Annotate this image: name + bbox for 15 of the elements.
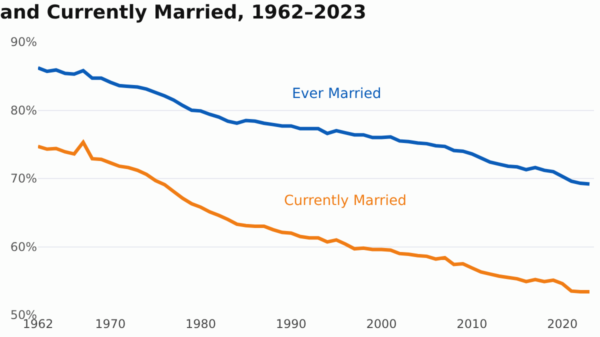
x-tick-label: 1980 xyxy=(185,317,216,331)
line-series xyxy=(38,66,592,186)
x-tick-label: 1970 xyxy=(95,317,126,331)
chart-title: and Currently Married, 1962–2023 xyxy=(0,1,366,24)
series-label: Ever Married xyxy=(292,86,382,102)
line-series xyxy=(38,140,592,294)
series-label: Currently Married xyxy=(284,193,407,209)
y-tick-label: 90% xyxy=(10,35,37,50)
x-tick-label: 2000 xyxy=(366,317,397,331)
x-tick-label: 2010 xyxy=(456,317,488,331)
x-tick-label: 2020 xyxy=(547,317,578,331)
y-tick-label: 80% xyxy=(10,103,37,118)
y-tick-label: 70% xyxy=(10,172,37,186)
x-tick-label: 1990 xyxy=(276,317,306,331)
y-tick-label: 60% xyxy=(10,240,37,254)
